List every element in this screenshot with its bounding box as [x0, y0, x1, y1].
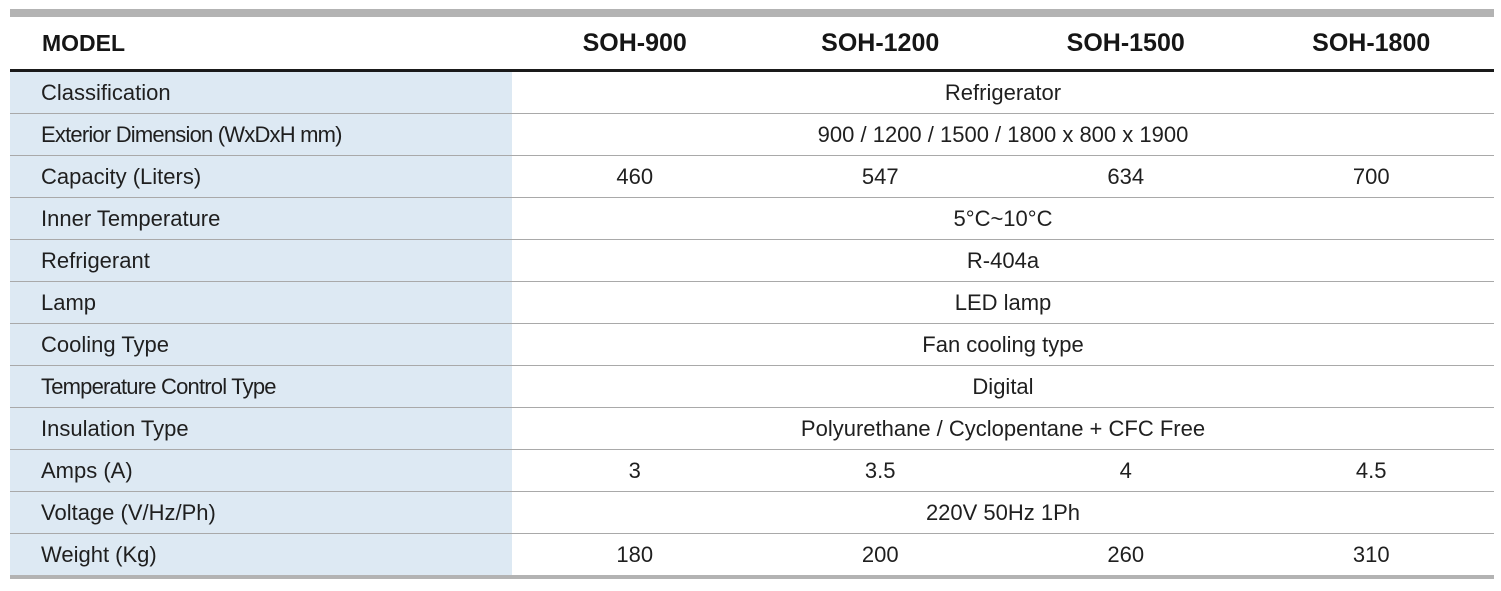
row-label: Classification [10, 70, 512, 114]
top-rule [10, 9, 1494, 17]
row-value: Fan cooling type [512, 323, 1494, 366]
model-header-label: MODEL [10, 17, 512, 72]
row-value: Polyurethane / Cyclopentane + CFC Free [512, 407, 1494, 450]
cell-value: 3.5 [757, 449, 1003, 492]
cell-value: 200 [861, 541, 899, 567]
row-label: Lamp [10, 281, 512, 324]
table-row: Amps (A) 3 3.5 4 4.5 [10, 449, 1494, 492]
row-value: Digital [512, 365, 1494, 408]
row-label: Inner Temperature [10, 197, 512, 240]
cell-value: 260 [1107, 541, 1145, 567]
spec-table: MODEL SOH-900 SOH-1200 SOH-1500 SOH-1800… [10, 17, 1494, 575]
header-row: MODEL SOH-900 SOH-1200 SOH-1500 SOH-1800 [10, 17, 1494, 72]
cell-value: 4.5 [1248, 449, 1494, 492]
row-label: Insulation Type [10, 407, 512, 450]
row-value: LED lamp [512, 281, 1494, 324]
table-row: Cooling Type Fan cooling type [10, 323, 1494, 366]
table-row: Weight (Kg) 180 200 260 310 [10, 533, 1494, 575]
bottom-rule [10, 575, 1494, 579]
table-row: Voltage (V/Hz/Ph) 220V 50Hz 1Ph [10, 491, 1494, 534]
cell-value: 4 [1002, 449, 1249, 492]
table-row: Exterior Dimension (WxDxH mm) 900 / 1200… [10, 113, 1494, 156]
row-label: Exterior Dimension (WxDxH mm) [10, 113, 512, 156]
cell-value: 634 [1002, 155, 1249, 198]
table-row: Temperature Control Type Digital [10, 365, 1494, 408]
row-label: Refrigerant [10, 239, 512, 282]
row-value: 220V 50Hz 1Ph [512, 491, 1494, 534]
row-value: R-404a [512, 239, 1494, 282]
model-header-soh-1200: SOH-1200 [757, 17, 1003, 72]
table-row: Insulation Type Polyurethane / Cyclopent… [10, 407, 1494, 450]
row-label: Cooling Type [10, 323, 512, 366]
table-row: Capacity (Liters) 460 547 634 700 [10, 155, 1494, 198]
table-row: Refrigerant R-404a [10, 239, 1494, 282]
cell-value: 700 [1248, 155, 1494, 198]
cell-value: 547 [757, 155, 1003, 198]
row-value: 5°C~10°C [512, 197, 1494, 240]
row-value: Refrigerator [512, 70, 1494, 114]
row-value: 900 / 1200 / 1500 / 1800 x 800 x 1900 [512, 113, 1494, 156]
table-row: Classification Refrigerator [10, 70, 1494, 114]
row-label: Amps (A) [10, 449, 512, 492]
row-label: Temperature Control Type [10, 365, 512, 408]
cell-value: 180 [616, 541, 654, 567]
row-label: Weight (Kg) [10, 533, 512, 575]
table-row: Lamp LED lamp [10, 281, 1494, 324]
spec-table-frame: MODEL SOH-900 SOH-1200 SOH-1500 SOH-1800… [10, 9, 1494, 579]
row-label: Voltage (V/Hz/Ph) [10, 491, 512, 534]
cell-value: 3 [512, 449, 758, 492]
row-label: Capacity (Liters) [10, 155, 512, 198]
cell-value: 460 [512, 155, 758, 198]
model-header-soh-1800: SOH-1800 [1248, 17, 1494, 72]
model-header-soh-900: SOH-900 [512, 17, 758, 72]
cell-value: 310 [1352, 541, 1390, 567]
model-header-soh-1500: SOH-1500 [1002, 17, 1249, 72]
table-row: Inner Temperature 5°C~10°C [10, 197, 1494, 240]
